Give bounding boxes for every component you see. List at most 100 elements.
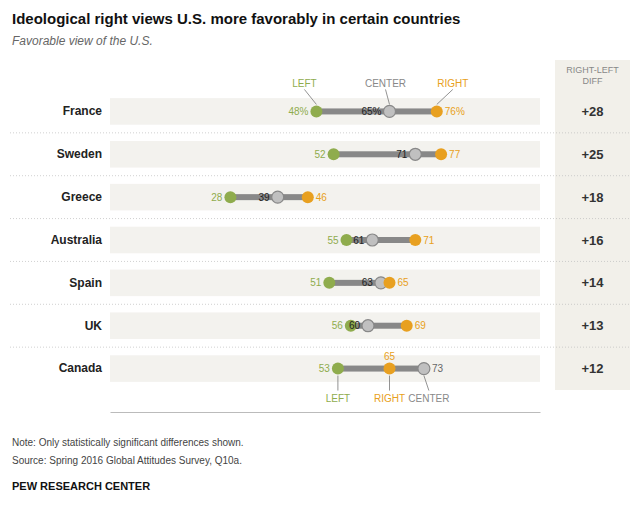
row-separator (10, 261, 630, 262)
data-label: 39 (259, 192, 271, 203)
dot (272, 191, 284, 203)
diff-header: DIFF (583, 76, 603, 86)
dot (384, 105, 396, 117)
callout-line (389, 376, 390, 391)
data-label: 76% (445, 106, 465, 117)
callout-label: CENTER (408, 393, 449, 404)
diff-value: +25 (581, 147, 603, 162)
series-callouts: LEFTCENTERRIGHTLEFTCENTERRIGHT (292, 78, 468, 403)
callout-label: RIGHT (437, 78, 468, 89)
dot (435, 148, 447, 160)
y-tick: Spain (69, 276, 102, 290)
row-separator (10, 175, 630, 176)
callout-line (437, 89, 453, 104)
data-label: 71 (423, 235, 435, 246)
y-tick: Sweden (57, 147, 102, 161)
dot (224, 191, 236, 203)
row-band (110, 141, 540, 168)
range-bar (334, 151, 442, 157)
callout-line (304, 89, 316, 104)
x-axis-line (111, 412, 541, 413)
note: Source: Spring 2016 Global Attitudes Sur… (12, 455, 242, 466)
diff-panel (555, 60, 630, 390)
row-band (110, 227, 540, 254)
y-tick: Greece (61, 190, 102, 204)
y-tick-label: France (63, 104, 103, 118)
dot (302, 191, 314, 203)
y-tick-label: UK (85, 319, 103, 333)
diff-value: +28 (581, 104, 603, 119)
data-label: 63 (362, 277, 374, 288)
y-tick: Canada (59, 361, 103, 375)
dot (409, 234, 421, 246)
x-axis (111, 412, 541, 413)
dot (418, 363, 430, 375)
subtitle: Favorable view of the U.S. (12, 34, 153, 48)
data-label: 71 (396, 149, 408, 160)
dot (328, 148, 340, 160)
dot (409, 148, 421, 160)
dot (362, 320, 374, 332)
data-label: 69 (415, 320, 427, 331)
data-label: 28 (211, 192, 223, 203)
callout-label: LEFT (326, 393, 350, 404)
row-separator (10, 132, 630, 133)
row-band (110, 270, 540, 297)
y-axis: France Sweden Greece Australia Spain UK Canada (51, 104, 103, 375)
y-tick-label: Greece (61, 190, 102, 204)
dot (384, 363, 396, 375)
callout-line (386, 89, 390, 104)
data-labels: 48% 52 28 55 51 56 53 65% 71 39 61 63 60 73 76% 77 46 71 6… (211, 106, 465, 374)
callout-line (424, 376, 429, 391)
title: Ideological right views U.S. more favora… (12, 10, 460, 27)
separators (10, 133, 630, 347)
chart-svg: Ideological right views U.S. more favora… (0, 0, 640, 527)
dot (310, 105, 322, 117)
diff-value: +14 (581, 275, 604, 290)
data-label: 55 (327, 235, 339, 246)
dot (366, 234, 378, 246)
row-band (110, 98, 540, 125)
data-label: 52 (314, 149, 326, 160)
dot (332, 363, 344, 375)
data-label: 73 (432, 363, 444, 374)
row-band (110, 312, 540, 339)
y-tick-label: Canada (59, 361, 103, 375)
diff-value: +18 (581, 190, 603, 205)
y-tick: France (63, 104, 103, 118)
diff-header: RIGHT-LEFT (566, 65, 619, 75)
row-band (110, 184, 540, 211)
y-tick-label: Spain (69, 276, 102, 290)
callout-line (337, 376, 338, 391)
data-label: 65 (398, 277, 410, 288)
row-separator (10, 218, 630, 219)
diff-value: +13 (581, 318, 603, 333)
dot (384, 277, 396, 289)
data-label: 60 (349, 320, 361, 331)
marks (110, 98, 540, 382)
note: PEW RESEARCH CENTER (12, 480, 150, 492)
note: Note: Only statistically significant dif… (12, 437, 244, 448)
row-separator (10, 347, 630, 348)
y-tick: UK (85, 319, 103, 333)
data-label: 65% (361, 106, 381, 117)
dot (401, 320, 413, 332)
y-tick-label: Australia (51, 233, 103, 247)
data-label: 53 (319, 363, 331, 374)
dot (431, 105, 443, 117)
data-label: 56 (332, 320, 344, 331)
row-band (110, 355, 540, 382)
callout-label: LEFT (292, 78, 316, 89)
data-label: 48% (288, 106, 308, 117)
data-label: 46 (316, 192, 328, 203)
diff-value: +16 (581, 233, 603, 248)
data-label: 61 (353, 235, 365, 246)
data-label: 77 (449, 149, 461, 160)
dot (341, 234, 353, 246)
row-separator (10, 304, 630, 305)
diff-value: +12 (581, 361, 603, 376)
y-tick: Australia (51, 233, 103, 247)
dot (323, 277, 335, 289)
range-bar (338, 366, 424, 372)
data-label: 51 (310, 277, 322, 288)
